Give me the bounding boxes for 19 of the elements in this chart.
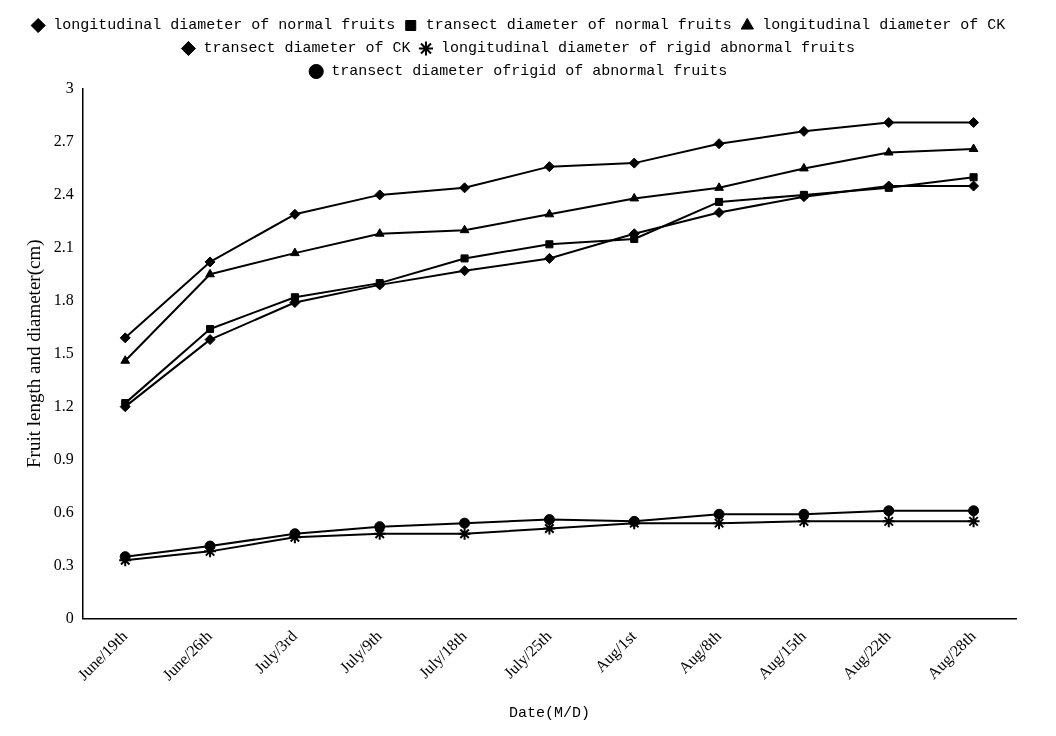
legend-label: longitudinal diameter of normal fruits [53,17,396,35]
y-tick-label: 3 [65,79,74,97]
legend-label: transect diameter of CK [203,40,411,58]
y-axis-title: Fruit length and diameter(cm) [23,239,46,468]
legend-label: transect diameter ofrigid of abnormal fruits [331,63,728,81]
y-tick-label: 2.4 [53,185,74,203]
y-tick-label: 1.5 [53,343,74,361]
y-tick-label: 2.1 [53,238,74,256]
y-tick-label: 1.2 [53,396,74,414]
y-tick-label: 2.7 [53,132,74,150]
legend-label: longitudinal diameter of rigid abnormal fruits [440,40,856,58]
legend-label: longitudinal diameter of CK [762,17,1006,35]
y-tick-label: 0.3 [53,555,74,573]
y-tick-label: 1.8 [53,290,74,308]
y-tick-label: 0 [65,608,74,626]
y-tick-label: 0.9 [53,449,74,467]
legend-label: transect diameter of normal fruits [425,17,732,35]
x-axis-title: Date(M/D) [508,704,590,722]
y-tick-label: 0.6 [53,502,74,520]
